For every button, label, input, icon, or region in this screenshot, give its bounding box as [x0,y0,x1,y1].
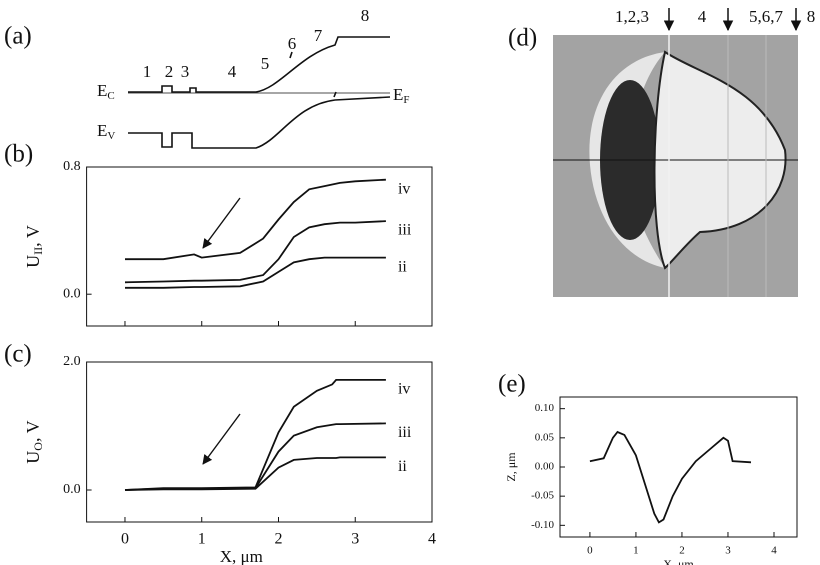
x-tick-label: 0 [121,531,129,548]
y-tick-label: 0.00 [535,461,555,473]
series-label: iv [398,180,410,197]
valence-band [128,96,391,149]
x-tick-label: 2 [274,531,282,548]
x-tick-label: 3 [725,545,731,557]
x-axis-label: X, μm [663,557,694,565]
level-label: EC [97,81,115,102]
y-label-main: Z, μm [504,452,518,482]
series-line [124,379,386,491]
plot-frame [86,166,433,327]
marker-label: 1,2,3 [615,7,649,26]
series-line [589,430,752,524]
region-label: 1 [143,62,152,81]
region-label: 6 [288,34,297,53]
region-label: 2 [165,62,174,81]
series-line [125,256,386,289]
x-tick-label: 1 [198,531,206,548]
y-tick-label: 0.10 [535,402,555,414]
region-label: 3 [181,62,190,81]
y-label-main: U [23,255,43,268]
marker-label: 4 [698,7,707,26]
x-tick-label: 1 [633,545,639,557]
tick [289,51,337,98]
panel-label: (b) [4,141,33,168]
series-line [124,456,386,491]
series-label: iii [398,424,412,441]
y-tick-label: 0.0 [63,482,81,497]
y-label-main: U [23,451,43,464]
x-tick-label: 0 [587,545,593,557]
region-label: 5 [261,54,270,73]
series-line [125,178,386,261]
x-axis-label: X, μm [220,547,263,565]
x-tick-label: 3 [351,531,359,548]
y-tick-label: 0.05 [535,431,555,443]
series-label: iv [398,381,410,398]
band-diagram [128,36,391,149]
panel-label: (a) [4,23,32,50]
y-tick-label: 0.0 [63,286,81,301]
y-label-unit: , V [23,225,43,247]
region-label: 7 [314,26,323,45]
panel-label: (e) [498,371,526,398]
y-label-sub: O [31,442,45,451]
series-label: iii [398,222,412,239]
y-tick-label: 0.8 [63,159,81,174]
conduction-band [128,36,390,93]
level-label: EV [97,121,115,142]
plot-frame [86,361,433,523]
level-label: EF [393,85,410,106]
y-tick-label: -0.05 [531,490,554,502]
series-line [124,220,386,284]
region-label: 8 [361,6,370,25]
panel-label: (c) [4,341,32,368]
micrograph [553,8,802,297]
annotation-arrow [202,197,241,465]
x-tick-label: 4 [428,531,436,548]
y-label-unit: , V [23,420,43,442]
y-axis-label: UO, V [23,420,45,463]
series-label: ii [398,258,407,275]
panel-label: (d) [508,25,537,52]
marker-label: 5,6,7 [749,7,784,26]
x-tick-label: 4 [771,545,777,557]
y-label-sub: II [31,247,45,255]
y-tick-label: -0.10 [531,519,554,531]
y-tick-label: 2.0 [63,354,81,369]
series-label: ii [398,458,407,475]
x-tick-label: 2 [679,545,685,557]
y-axis-label: UII, V [23,225,45,268]
plot-frame [559,396,798,538]
region-label: 4 [228,62,237,81]
marker-label: 8 [807,7,816,26]
y-axis-label: Z, μm [504,452,518,482]
